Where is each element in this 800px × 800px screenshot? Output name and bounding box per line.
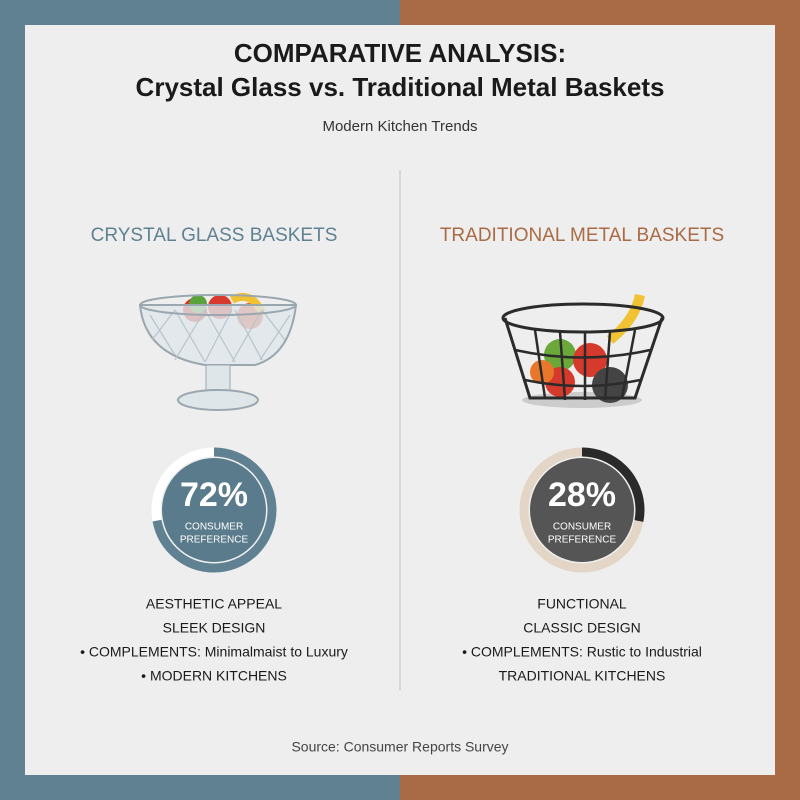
preference-caption: CONSUMER	[553, 522, 611, 533]
feature: CLASSIC DESIGN	[523, 620, 640, 636]
preference-caption: CONSUMER	[185, 522, 243, 533]
preference-caption: PREFERENCE	[180, 535, 249, 546]
feature: TRADITIONAL KITCHENS	[499, 668, 666, 684]
title-line: COMPARATIVE ANALYSIS:	[234, 38, 566, 68]
feature: • MODERN KITCHENS	[141, 668, 287, 684]
subtitle: Modern Kitchen Trends	[322, 118, 477, 135]
panel-heading: CRYSTAL GLASS BASKETS	[91, 225, 338, 246]
preference-value: 72%	[180, 476, 248, 514]
preference-disc	[162, 458, 266, 562]
preference-value: 28%	[548, 476, 616, 514]
feature: • COMPLEMENTS: Rustic to Industrial	[462, 644, 702, 660]
metal-basket-illustration	[501, 293, 665, 408]
feature: • COMPLEMENTS: Minimalmaist to Luxury	[80, 644, 348, 660]
feature: FUNCTIONAL	[537, 596, 627, 612]
title-line: Crystal Glass vs. Traditional Metal Bask…	[136, 72, 665, 102]
preference-disc	[530, 458, 634, 562]
glass-basket-illustration	[138, 293, 298, 411]
source: Source: Consumer Reports Survey	[291, 739, 508, 755]
preference-arc	[151, 447, 277, 573]
feature: SLEEK DESIGN	[163, 620, 266, 636]
preference-arc	[519, 447, 645, 573]
preference-caption: PREFERENCE	[548, 535, 617, 546]
feature: AESTHETIC APPEAL	[146, 596, 282, 612]
panel-heading: TRADITIONAL METAL BASKETS	[440, 225, 724, 246]
